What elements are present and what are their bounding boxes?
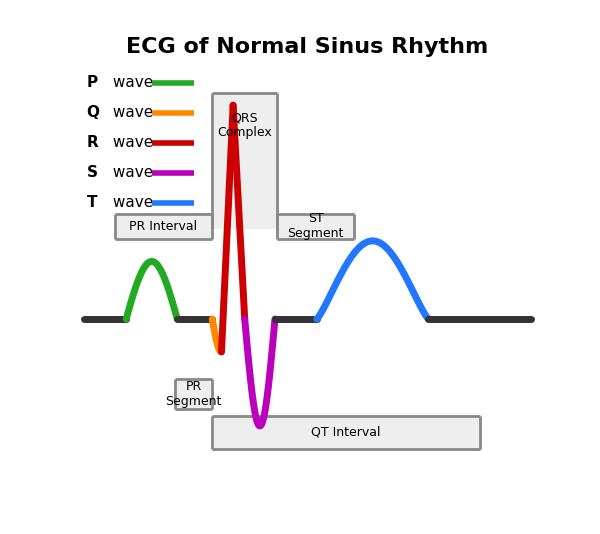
Text: wave: wave bbox=[109, 135, 154, 150]
Text: wave: wave bbox=[109, 165, 154, 180]
Text: wave: wave bbox=[109, 105, 154, 120]
Text: ST
Segment: ST Segment bbox=[287, 213, 344, 240]
Text: S: S bbox=[86, 165, 98, 180]
Bar bbox=[277, 214, 354, 239]
Text: PR
Segment: PR Segment bbox=[166, 380, 222, 408]
Bar bbox=[175, 379, 212, 410]
Text: wave: wave bbox=[109, 75, 154, 90]
Text: R: R bbox=[86, 135, 98, 150]
Text: QT Interval: QT Interval bbox=[311, 426, 380, 438]
Text: P: P bbox=[86, 75, 98, 90]
Bar bbox=[212, 93, 277, 229]
Text: T: T bbox=[86, 195, 97, 210]
Title: ECG of Normal Sinus Rhythm: ECG of Normal Sinus Rhythm bbox=[127, 37, 488, 57]
Text: Q: Q bbox=[86, 105, 100, 120]
Text: QRS
Complex: QRS Complex bbox=[217, 112, 272, 139]
Text: PR Interval: PR Interval bbox=[129, 220, 197, 233]
Text: wave: wave bbox=[109, 195, 154, 210]
Bar bbox=[115, 214, 212, 239]
Bar bbox=[212, 415, 479, 449]
